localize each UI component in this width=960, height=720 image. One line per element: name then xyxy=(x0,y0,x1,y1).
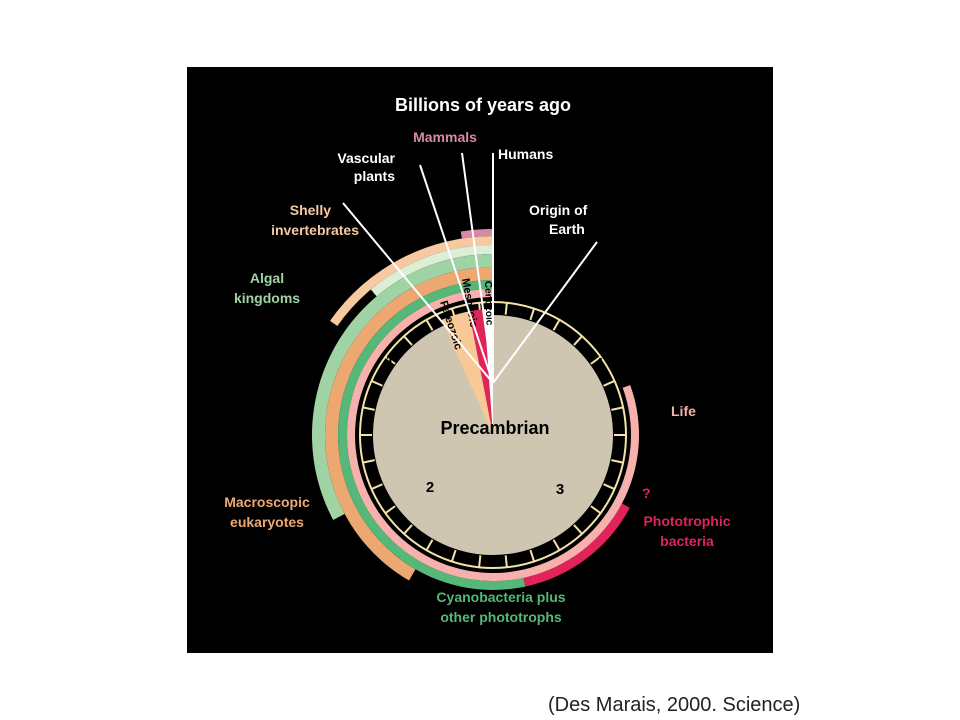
tick-mark xyxy=(425,319,434,331)
cyanobacteria-label-line2: other phototrophs xyxy=(440,609,562,625)
tick-label-2: 2 xyxy=(426,479,434,496)
shelly-invertebrates-label-line2: invertebrates xyxy=(271,222,359,238)
era-label-cenozoic: Cenozoic xyxy=(482,281,495,326)
tick-mark xyxy=(403,335,413,346)
macroscopic-eukaryotes-label-line2: eukaryotes xyxy=(230,514,304,530)
tick-mark xyxy=(573,524,583,535)
vascular-plants-label-line1: Vascular xyxy=(337,150,395,166)
precambrian-label: Precambrian xyxy=(440,418,549,438)
phototrophic-bacteria-arc xyxy=(523,503,630,587)
origin-of-earth-label-line1: Origin of xyxy=(529,202,588,218)
tick-mark xyxy=(478,555,482,568)
tick-mark xyxy=(504,555,508,568)
origin-of-earth-pointer xyxy=(492,241,598,384)
humans-label: Humans xyxy=(498,146,553,162)
origin-of-earth-label-line2: Earth xyxy=(549,221,585,237)
tick-mark xyxy=(552,319,561,331)
phototrophic-bacteria-label-line1: Phototrophic xyxy=(643,513,730,529)
vascular-plants-pointer xyxy=(419,164,494,384)
citation-caption: (Des Marais, 2000. Science) xyxy=(548,694,801,716)
tick-mark xyxy=(504,302,508,315)
tick-label-4: 4 xyxy=(595,355,604,372)
tick-mark xyxy=(590,356,602,365)
tick-mark xyxy=(384,356,396,365)
mammals-arc xyxy=(460,229,493,239)
figure-title: Billions of years ago xyxy=(395,95,571,115)
vascular-plants-arc xyxy=(370,245,493,297)
tick-marks xyxy=(360,302,626,568)
tick-mark xyxy=(573,335,583,346)
algal-kingdoms-label-line1: Algal xyxy=(250,270,284,286)
algal-kingdoms-arc xyxy=(312,254,493,520)
tick-mark xyxy=(425,539,434,551)
vascular-plants-label-line2: plants xyxy=(354,168,395,184)
tick-mark xyxy=(603,379,615,387)
tick-mark xyxy=(590,505,602,514)
tick-mark xyxy=(371,379,383,387)
life-label: Life xyxy=(671,403,696,419)
phototrophic-bacteria-label-line2: bacteria xyxy=(660,533,714,549)
tick-mark xyxy=(611,459,624,464)
cyanobacteria-label-line1: Cyanobacteria plus xyxy=(436,589,565,605)
algal-kingdoms-label-line2: kingdoms xyxy=(234,290,300,306)
tick-mark xyxy=(603,483,615,491)
tick-mark xyxy=(371,483,383,491)
phototrophic-question-mark: ? xyxy=(642,485,651,501)
organism-range-arcs xyxy=(312,229,639,590)
clock-diagram: Billions of years ago Paleozoic Mesozoic… xyxy=(224,95,731,625)
geologic-time-clock-figure: Billions of years ago Paleozoic Mesozoic… xyxy=(187,67,773,653)
tick-mark xyxy=(362,406,375,411)
tick-mark xyxy=(450,549,457,562)
tick-label-3: 3 xyxy=(556,481,564,498)
macroscopic-eukaryotes-label-line1: Macroscopic xyxy=(224,494,310,510)
tick-mark xyxy=(403,524,413,535)
shelly-invertebrates-arc xyxy=(329,236,493,327)
paleozoic-wedge xyxy=(441,311,493,435)
tick-mark xyxy=(384,505,396,514)
tick-label-1: 1 xyxy=(386,353,394,370)
shelly-invertebrates-label-line1: Shelly xyxy=(290,202,331,218)
mesozoic-wedge xyxy=(468,309,493,435)
tick-mark xyxy=(529,549,536,562)
tick-mark xyxy=(611,406,624,411)
shelly-invertebrates-pointer xyxy=(342,202,494,384)
tick-mark xyxy=(552,539,561,551)
mammals-label: Mammals xyxy=(413,129,477,145)
tick-mark xyxy=(362,459,375,464)
pointer-lines xyxy=(342,152,598,384)
tick-mark xyxy=(529,308,536,321)
mammals-pointer xyxy=(461,152,494,384)
